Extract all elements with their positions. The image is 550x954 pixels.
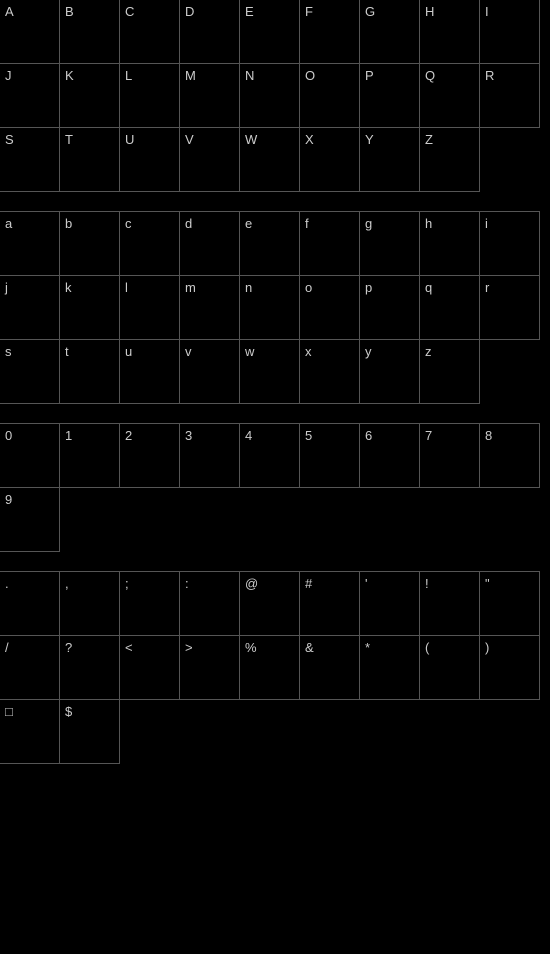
glyph-cell: @ xyxy=(239,571,300,636)
glyph-cell: ' xyxy=(359,571,420,636)
glyph-cell: 6 xyxy=(359,423,420,488)
glyph-cell: x xyxy=(299,339,360,404)
glyph-cell: 1 xyxy=(59,423,120,488)
glyph-cell: L xyxy=(119,63,180,128)
glyph-cell: 9 xyxy=(0,487,60,552)
glyph-cell: M xyxy=(179,63,240,128)
glyph-cell: d xyxy=(179,211,240,276)
glyph-cell: I xyxy=(479,0,540,64)
glyph-cell: c xyxy=(119,211,180,276)
glyph-cell: T xyxy=(59,127,120,192)
glyph-cell: q xyxy=(419,275,480,340)
glyph-cell: W xyxy=(239,127,300,192)
glyph-cell: ( xyxy=(419,635,480,700)
glyph-cell: A xyxy=(0,0,60,64)
glyph-cell: Z xyxy=(419,127,480,192)
glyph-cell: 3 xyxy=(179,423,240,488)
glyph-cell: D xyxy=(179,0,240,64)
glyph-cell: l xyxy=(119,275,180,340)
glyph-cell: " xyxy=(479,571,540,636)
glyph-cell: H xyxy=(419,0,480,64)
glyph-section: abcdefghi jklmnopqr stuvwxyz xyxy=(0,212,549,404)
glyph-cell: r xyxy=(479,275,540,340)
glyph-cell: ! xyxy=(419,571,480,636)
glyph-cell: S xyxy=(0,127,60,192)
glyph-cell: 4 xyxy=(239,423,300,488)
glyph-cell: j xyxy=(0,275,60,340)
glyph-cell: y xyxy=(359,339,420,404)
glyph-cell: w xyxy=(239,339,300,404)
glyph-cell: h xyxy=(419,211,480,276)
glyph-cell: U xyxy=(119,127,180,192)
glyph-cell: F xyxy=(299,0,360,64)
glyph-cell: Q xyxy=(419,63,480,128)
glyph-cell: < xyxy=(119,635,180,700)
glyph-cell: C xyxy=(119,0,180,64)
glyph-cell: o xyxy=(299,275,360,340)
glyph-cell: i xyxy=(479,211,540,276)
glyph-cell: B xyxy=(59,0,120,64)
glyph-cell: N xyxy=(239,63,300,128)
glyph-cell: Y xyxy=(359,127,420,192)
glyph-cell: z xyxy=(419,339,480,404)
glyph-cell: 5 xyxy=(299,423,360,488)
glyph-cell: m xyxy=(179,275,240,340)
glyph-cell: p xyxy=(359,275,420,340)
glyph-section: 012345678 9 xyxy=(0,424,549,552)
glyph-section: ABCDEFGHI JKLMNOPQR STUVWXYZ xyxy=(0,0,549,192)
glyph-cell: t xyxy=(59,339,120,404)
glyph-cell: ) xyxy=(479,635,540,700)
glyph-cell: □ xyxy=(0,699,60,764)
glyph-cell: & xyxy=(299,635,360,700)
glyph-cell: ; xyxy=(119,571,180,636)
glyph-cell: a xyxy=(0,211,60,276)
glyph-cell: k xyxy=(59,275,120,340)
glyph-cell: . xyxy=(0,571,60,636)
glyph-cell: R xyxy=(479,63,540,128)
glyph-cell: G xyxy=(359,0,420,64)
glyph-cell: : xyxy=(179,571,240,636)
glyph-cell: O xyxy=(299,63,360,128)
glyph-cell: , xyxy=(59,571,120,636)
glyph-cell: $ xyxy=(59,699,120,764)
glyph-cell: f xyxy=(299,211,360,276)
glyph-cell: 2 xyxy=(119,423,180,488)
glyph-cell: J xyxy=(0,63,60,128)
glyph-cell: ? xyxy=(59,635,120,700)
glyph-cell: # xyxy=(299,571,360,636)
glyph-cell: n xyxy=(239,275,300,340)
glyph-cell: u xyxy=(119,339,180,404)
glyph-cell: X xyxy=(299,127,360,192)
glyph-cell: * xyxy=(359,635,420,700)
glyph-cell: V xyxy=(179,127,240,192)
glyph-cell: 7 xyxy=(419,423,480,488)
glyph-cell: g xyxy=(359,211,420,276)
glyph-cell: K xyxy=(59,63,120,128)
glyph-cell: E xyxy=(239,0,300,64)
glyph-cell: s xyxy=(0,339,60,404)
glyph-cell: > xyxy=(179,635,240,700)
glyph-cell: 8 xyxy=(479,423,540,488)
glyph-cell: b xyxy=(59,211,120,276)
glyph-cell: e xyxy=(239,211,300,276)
glyph-cell: / xyxy=(0,635,60,700)
glyph-cell: 0 xyxy=(0,423,60,488)
glyph-map: ABCDEFGHI JKLMNOPQR STUVWXYZabcdefghi jklmn… xyxy=(0,0,550,764)
glyph-cell: P xyxy=(359,63,420,128)
glyph-cell: % xyxy=(239,635,300,700)
glyph-section: .,;:@#'!" /?<>%&*() □$ xyxy=(0,572,549,764)
glyph-cell: v xyxy=(179,339,240,404)
